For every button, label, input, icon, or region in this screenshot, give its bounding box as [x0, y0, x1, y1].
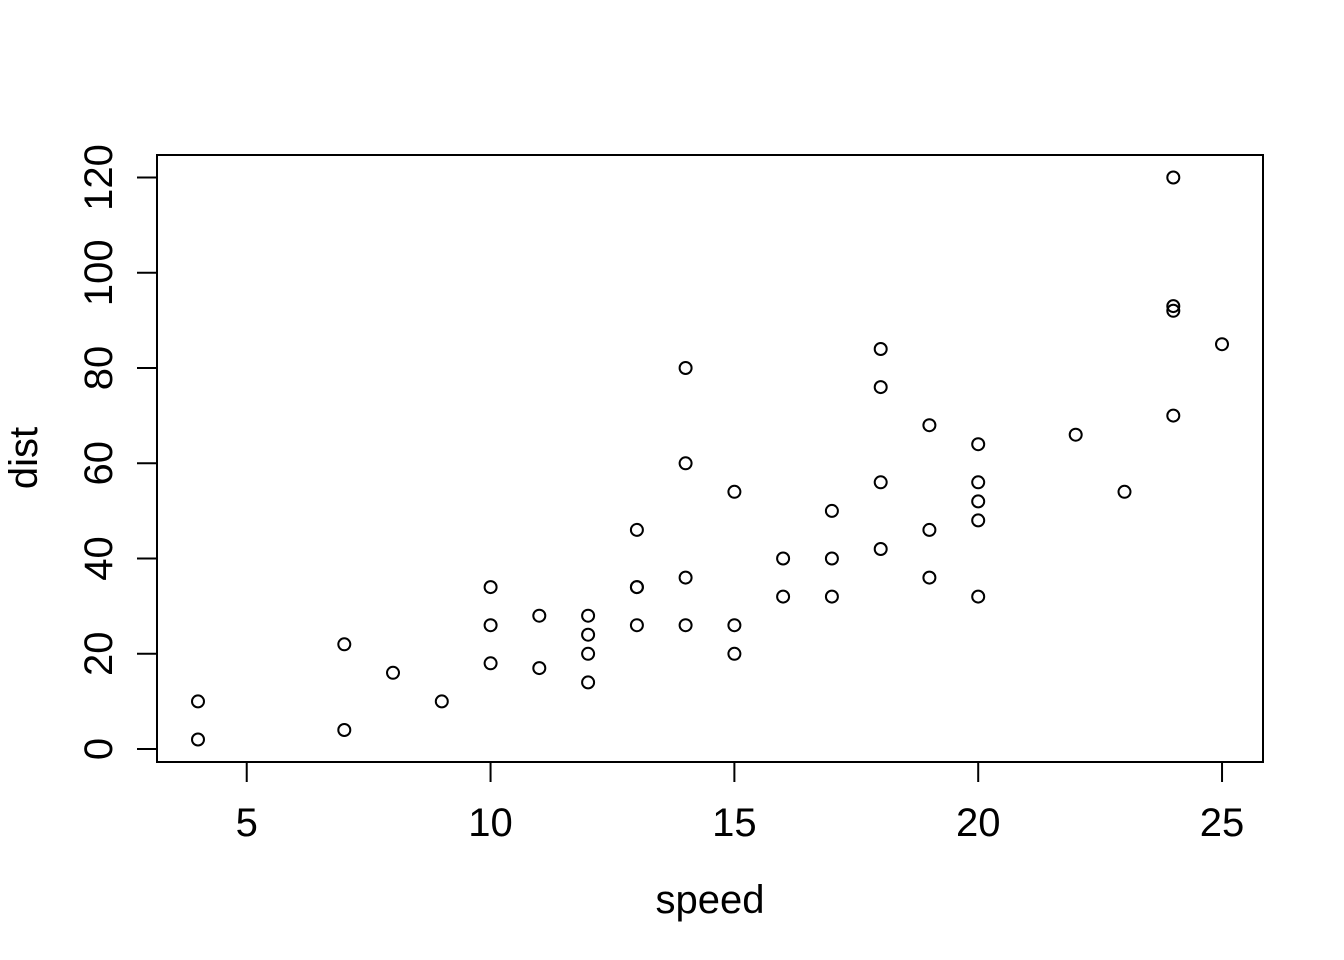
data-point	[971, 437, 986, 452]
data-point	[922, 418, 937, 433]
data-point	[678, 361, 693, 375]
data-point	[1166, 303, 1181, 318]
data-point	[727, 646, 742, 661]
y-tick-label: 20	[77, 632, 121, 677]
x-tick-label: 20	[956, 801, 1001, 845]
data-point	[873, 380, 888, 395]
data-point	[1117, 484, 1132, 499]
data-point	[776, 551, 791, 566]
data-points	[191, 170, 1229, 747]
x-tick-label: 5	[236, 801, 258, 845]
data-point	[971, 475, 986, 490]
data-point	[629, 580, 644, 595]
data-point	[581, 627, 596, 642]
data-point	[581, 646, 596, 661]
data-point	[922, 570, 937, 585]
y-axis-title: dist	[2, 427, 46, 489]
data-point	[971, 494, 986, 509]
data-point	[1166, 170, 1181, 185]
data-point	[581, 675, 596, 690]
y-tick-label: 0	[77, 738, 121, 760]
data-point	[776, 589, 791, 604]
data-point	[678, 570, 693, 585]
data-point	[386, 665, 400, 680]
y-tick-label: 120	[77, 144, 121, 211]
data-point	[678, 456, 693, 471]
data-point	[191, 694, 205, 709]
data-point	[581, 608, 596, 623]
y-tick-label: 60	[77, 441, 121, 486]
data-point	[532, 608, 547, 623]
y-tick-label: 100	[77, 239, 121, 306]
data-point	[1215, 337, 1229, 352]
y-tick-label: 40	[77, 536, 121, 581]
data-point	[191, 732, 205, 747]
data-point	[824, 551, 839, 566]
x-tick-label: 15	[712, 801, 757, 845]
data-point	[337, 723, 352, 737]
data-point	[727, 484, 742, 499]
x-axis: 5 10 15 20 25	[236, 762, 1245, 845]
y-axis: 0 20 40 60 80 100 120	[77, 144, 157, 760]
data-point	[824, 589, 839, 604]
data-point	[483, 580, 498, 595]
plot-area-border	[156, 154, 1264, 763]
data-point	[824, 503, 839, 518]
data-point	[922, 522, 937, 537]
data-point	[1166, 299, 1181, 314]
data-point	[727, 618, 742, 633]
x-axis-title: speed	[656, 878, 765, 922]
data-point	[337, 637, 352, 652]
data-point	[873, 542, 888, 556]
x-tick-label: 25	[1200, 801, 1245, 845]
data-point	[971, 513, 986, 528]
data-point	[873, 475, 888, 490]
data-point	[971, 589, 986, 604]
data-point	[434, 694, 449, 709]
data-point	[532, 661, 547, 676]
data-point	[483, 656, 498, 671]
data-point	[678, 618, 693, 633]
plot-border-rect	[156, 154, 1264, 763]
data-point	[629, 522, 644, 537]
data-point	[873, 342, 888, 356]
x-tick-label: 10	[468, 801, 513, 845]
y-tick-label: 80	[77, 346, 121, 391]
data-point	[483, 618, 498, 633]
data-point	[629, 618, 644, 633]
data-point	[1068, 427, 1083, 442]
data-point	[1166, 408, 1181, 423]
